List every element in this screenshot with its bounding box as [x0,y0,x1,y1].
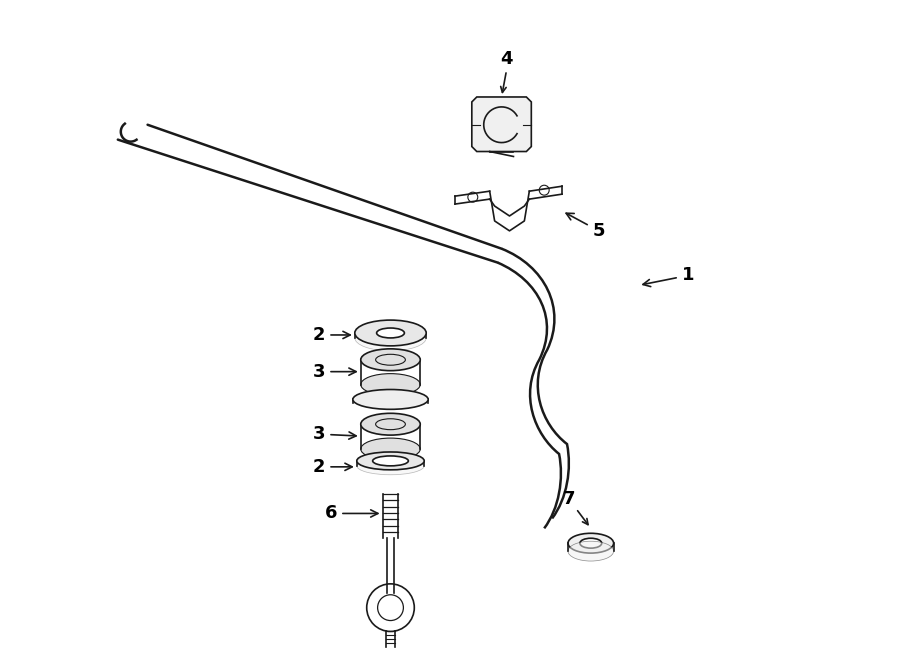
Text: 2: 2 [313,458,352,476]
Ellipse shape [361,349,420,371]
Text: 5: 5 [566,214,605,240]
Circle shape [468,192,478,202]
Text: 6: 6 [325,504,378,522]
Text: 2: 2 [313,326,350,344]
Circle shape [539,185,549,195]
Ellipse shape [356,452,424,470]
PathPatch shape [472,97,531,151]
Text: 3: 3 [313,363,356,381]
Text: 4: 4 [500,50,513,68]
Ellipse shape [353,389,428,409]
Text: 7: 7 [562,490,575,508]
Circle shape [378,595,403,621]
Ellipse shape [375,354,405,366]
Ellipse shape [373,456,409,466]
Ellipse shape [375,419,405,430]
Ellipse shape [376,328,404,338]
Circle shape [366,584,414,631]
Ellipse shape [355,320,427,346]
Ellipse shape [568,533,614,553]
Text: 3: 3 [313,425,356,443]
Text: 1: 1 [643,266,694,287]
Ellipse shape [580,538,602,548]
Ellipse shape [361,373,420,395]
Ellipse shape [356,457,424,475]
Ellipse shape [355,325,427,351]
Ellipse shape [568,541,614,561]
Ellipse shape [361,413,420,435]
Ellipse shape [361,438,420,460]
